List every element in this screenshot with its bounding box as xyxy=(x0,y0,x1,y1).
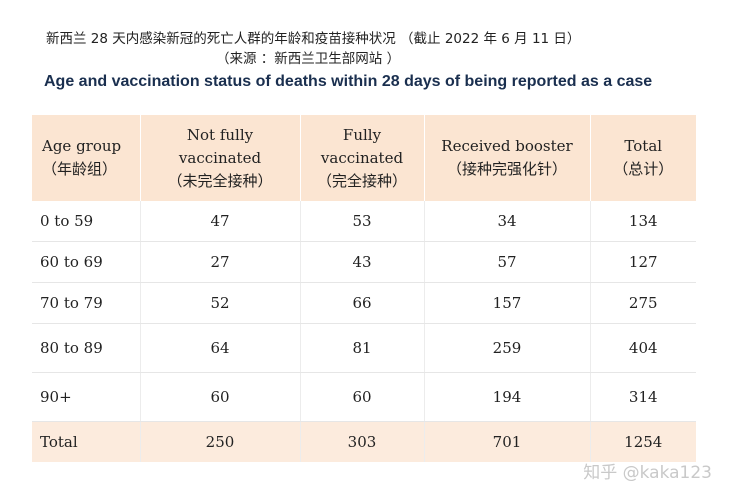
deaths-table: Age group （年龄组） Not fully vaccinated （未完… xyxy=(32,115,696,462)
table-row: 0 to 59 47 53 34 134 xyxy=(32,201,696,242)
cell-fully-vaccinated: 60 xyxy=(300,372,425,422)
cell-total: 1254 xyxy=(590,421,696,462)
table-row: 90+ 60 60 194 314 xyxy=(32,372,696,422)
table-row: 60 to 69 27 43 57 127 xyxy=(32,241,696,283)
cell-fully-vaccinated: 53 xyxy=(300,201,425,242)
row-age-group: 0 to 59 xyxy=(32,201,141,242)
col-header-cn: （未完全接种） xyxy=(167,171,273,190)
table-row: 80 to 89 64 81 259 404 xyxy=(32,323,696,373)
col-header-not-fully-vaccinated: Not fully vaccinated （未完全接种） xyxy=(140,115,301,201)
cell-fully-vaccinated: 81 xyxy=(300,323,425,373)
col-header-cn: （接种完强化针） xyxy=(446,160,567,178)
chinese-title: 新西兰 28 天内感染新冠的死亡人群的年龄和疫苗接种状况 （截止 2022 年 … xyxy=(46,31,581,47)
col-header-received-booster: Received booster （接种完强化针） xyxy=(424,115,591,201)
cell-not-fully-vaccinated: 47 xyxy=(140,201,301,242)
row-age-group: 80 to 89 xyxy=(32,323,141,373)
cell-received-booster: 157 xyxy=(424,282,591,324)
col-header-en-line2: vaccinated xyxy=(178,148,262,167)
table-total-row: Total 250 303 701 1254 xyxy=(32,421,696,462)
cell-total: 275 xyxy=(590,282,696,324)
col-header-en: Received booster xyxy=(441,137,573,155)
table-header-row: Age group （年龄组） Not fully vaccinated （未完… xyxy=(32,115,696,201)
cell-not-fully-vaccinated: 250 xyxy=(140,421,301,462)
col-header-cn: （年龄组） xyxy=(42,160,118,178)
col-header-en: Age group xyxy=(42,137,122,155)
cell-not-fully-vaccinated: 60 xyxy=(140,372,301,422)
col-header-en-line2: vaccinated xyxy=(320,148,404,167)
col-header-en: Total xyxy=(624,137,663,155)
english-title: Age and vaccination status of deaths wit… xyxy=(44,73,653,90)
cell-received-booster: 259 xyxy=(424,323,591,373)
cell-fully-vaccinated: 66 xyxy=(300,282,425,324)
col-header-total: Total （总计） xyxy=(590,115,696,201)
cell-received-booster: 701 xyxy=(424,421,591,462)
cell-received-booster: 194 xyxy=(424,372,591,422)
watermark: 知乎 @kaka123 xyxy=(583,463,712,483)
cell-total: 134 xyxy=(590,201,696,242)
cell-fully-vaccinated: 43 xyxy=(300,241,425,283)
cell-received-booster: 34 xyxy=(424,201,591,242)
cell-total: 314 xyxy=(590,372,696,422)
col-header-fully-vaccinated: Fully vaccinated （完全接种） xyxy=(300,115,425,201)
col-header-cn: （总计） xyxy=(613,160,674,178)
row-age-group: Total xyxy=(32,421,141,462)
col-header-cn: （完全接种） xyxy=(316,171,407,190)
row-age-group: 90+ xyxy=(32,372,141,422)
cell-not-fully-vaccinated: 64 xyxy=(140,323,301,373)
chinese-source: （来源 ：新西兰卫生部网站 ） xyxy=(216,51,401,67)
table-row: 70 to 79 52 66 157 275 xyxy=(32,282,696,324)
col-header-en-line1: Not fully xyxy=(186,125,254,144)
row-age-group: 60 to 69 xyxy=(32,241,141,283)
cell-total: 127 xyxy=(590,241,696,283)
cell-not-fully-vaccinated: 27 xyxy=(140,241,301,283)
col-header-age-group: Age group （年龄组） xyxy=(32,115,141,201)
row-age-group: 70 to 79 xyxy=(32,282,141,324)
cell-fully-vaccinated: 303 xyxy=(300,421,425,462)
cell-received-booster: 57 xyxy=(424,241,591,283)
col-header-en-line1: Fully xyxy=(342,125,382,144)
cell-not-fully-vaccinated: 52 xyxy=(140,282,301,324)
cell-total: 404 xyxy=(590,323,696,373)
